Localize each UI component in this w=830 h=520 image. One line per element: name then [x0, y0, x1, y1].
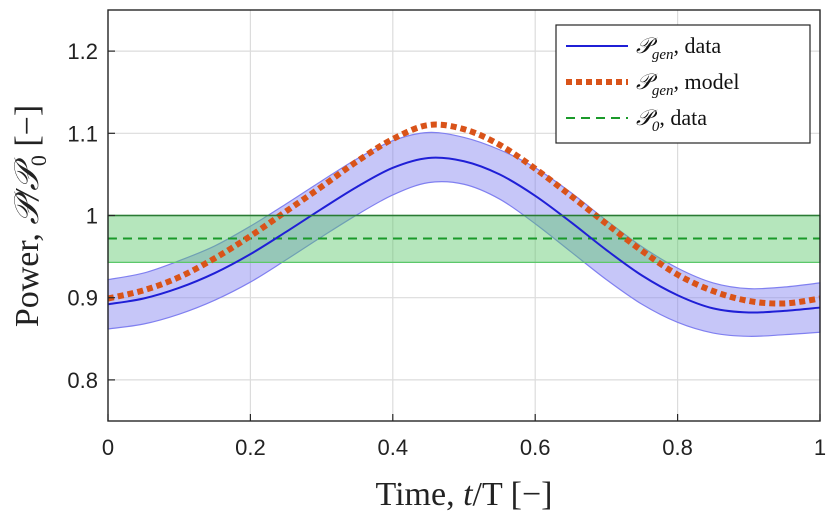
x-tick-label: 0.8: [662, 435, 693, 460]
legend-label-1: 𝒫gen, model: [636, 69, 740, 99]
x-tick-label: 0.4: [378, 435, 409, 460]
y-tick-label: 0.9: [67, 286, 98, 311]
y-tick-label: 0.8: [67, 368, 98, 393]
series-line-1: [107, 121, 821, 307]
x-tick-label: 0.6: [520, 435, 551, 460]
y-tick-label: 1: [86, 204, 98, 229]
x-axis-label: Time, t/T [−]: [376, 476, 553, 513]
axis-ticks: 0 0.2 0.4 0.6 0.8 1 0.8 0.9 1 1.1 1.2: [67, 39, 826, 460]
x-tick-label: 0.2: [235, 435, 266, 460]
series-line-0: [107, 156, 821, 314]
y-tick-label: 1.2: [67, 39, 98, 64]
x-tick-label: 1: [814, 435, 826, 460]
x-tick-label: 0: [102, 435, 114, 460]
y-tick-label: 1.1: [67, 121, 98, 146]
series-lines: [107, 121, 821, 314]
y-axis-label: Power, 𝒫/𝒫0 [−]: [9, 105, 51, 327]
